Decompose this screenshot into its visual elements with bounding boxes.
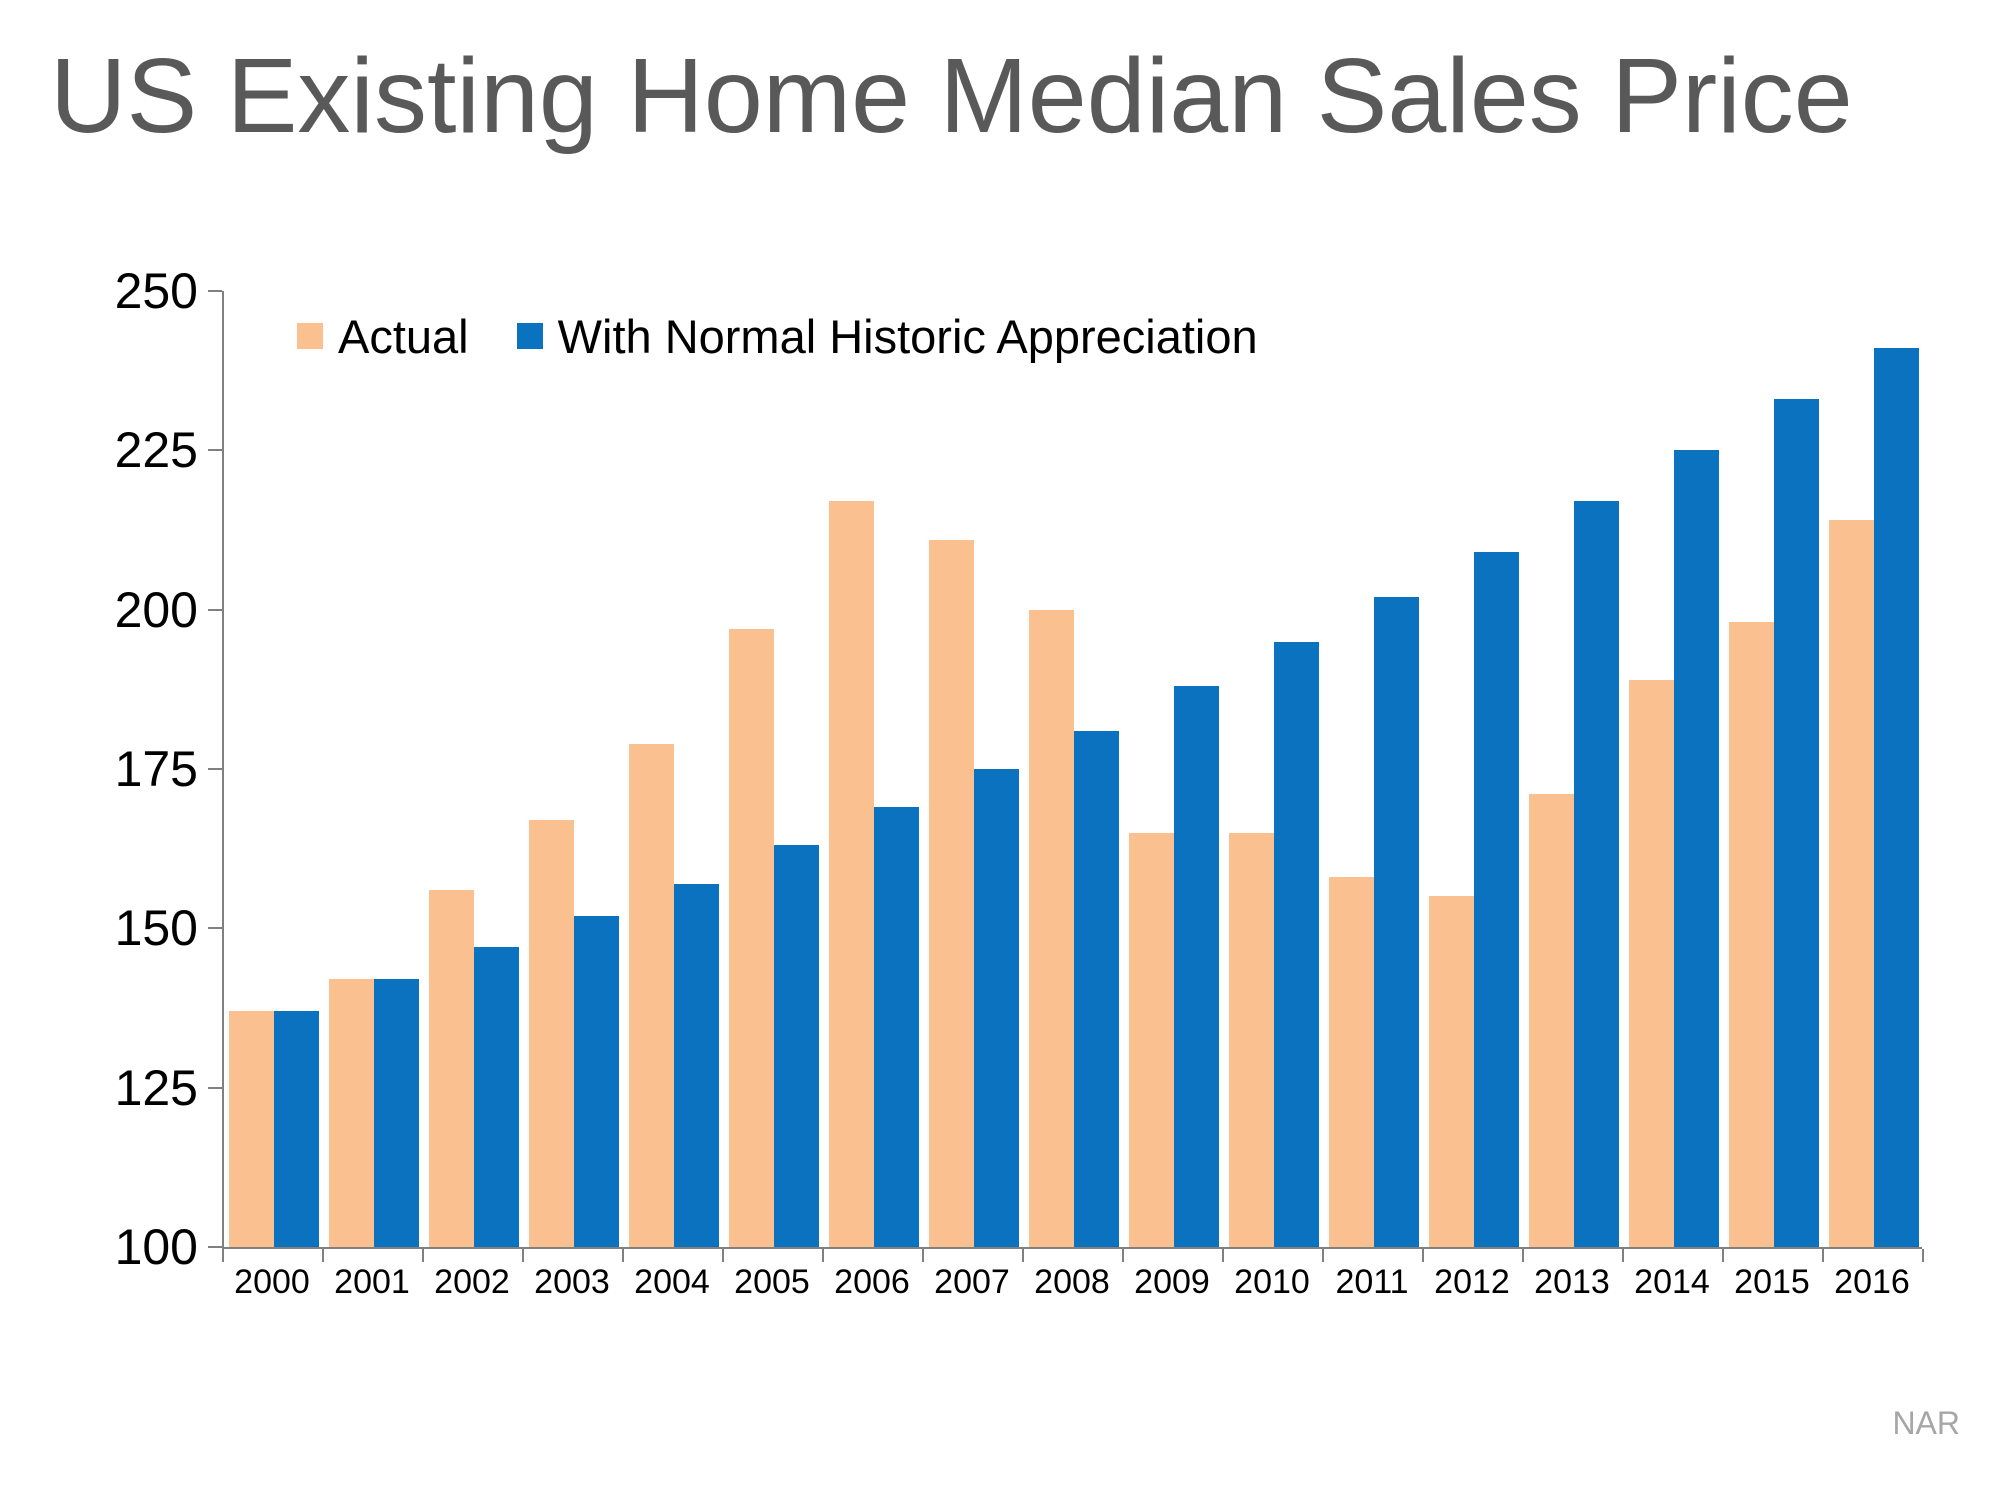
y-axis-tick-label: 175 <box>114 741 198 797</box>
bar-actual-2003 <box>529 819 574 1247</box>
legend-entry-appreciation: With Normal Historic Appreciation <box>516 309 1258 364</box>
y-axis-tick-label: 100 <box>114 1219 198 1275</box>
source-label: NAR <box>1892 1405 1960 1441</box>
y-axis-tick <box>208 449 222 452</box>
y-axis-tick-label: 200 <box>114 581 198 638</box>
bar-actual-2014 <box>1629 679 1674 1247</box>
bar-actual-2006 <box>829 501 874 1247</box>
y-axis-tick-label: 150 <box>114 900 198 957</box>
bar-appreciation-2003 <box>574 915 619 1247</box>
x-axis-year-label: 2002 <box>434 1263 510 1301</box>
x-axis-line <box>222 1247 1922 1249</box>
bar-appreciation-2005 <box>774 845 819 1247</box>
y-axis-line <box>222 291 224 1249</box>
chart-title: US Existing Home Median Sales Price <box>50 37 1853 155</box>
x-axis-year-label: 2000 <box>234 1263 310 1301</box>
bar-appreciation-2009 <box>1174 686 1219 1247</box>
y-axis-tick <box>208 1086 222 1089</box>
x-axis-tick <box>322 1249 324 1262</box>
y-axis-tick <box>208 768 222 770</box>
x-axis-tick <box>1922 1249 1924 1262</box>
chart-legend: Actual With Normal Historic Appreciation <box>297 306 1258 366</box>
x-axis-tick <box>1622 1249 1624 1262</box>
legend-label: Actual <box>338 309 469 363</box>
bar-actual-2005 <box>729 628 774 1247</box>
x-axis-year-label: 2010 <box>1234 1263 1310 1301</box>
x-axis-tick <box>422 1249 424 1262</box>
x-axis-year-label: 2003 <box>534 1263 610 1301</box>
x-axis-tick <box>222 1249 224 1262</box>
x-axis-year-label: 2013 <box>1534 1263 1610 1301</box>
bar-actual-2002 <box>429 890 474 1247</box>
x-axis-year-label: 2004 <box>634 1263 710 1301</box>
y-axis-tick <box>208 927 222 930</box>
x-axis-tick <box>1422 1249 1424 1262</box>
y-axis-tick-label: 250 <box>114 263 198 319</box>
x-axis-tick <box>722 1249 724 1262</box>
bar-actual-2001 <box>329 979 374 1247</box>
x-axis-year-label: 2016 <box>1834 1263 1910 1301</box>
x-axis-tick <box>1222 1249 1224 1262</box>
x-axis-tick <box>522 1249 524 1262</box>
x-axis-year-label: 2001 <box>334 1263 410 1301</box>
x-axis-year-label: 2014 <box>1634 1263 1710 1301</box>
bar-appreciation-2004 <box>674 883 719 1247</box>
y-axis-tick-label: 225 <box>114 422 198 479</box>
x-axis-year-label: 2008 <box>1034 1263 1110 1301</box>
x-axis-year-label: 2012 <box>1434 1263 1510 1301</box>
bar-appreciation-2012 <box>1474 552 1519 1247</box>
legend-swatch <box>516 323 543 349</box>
x-axis-tick <box>1122 1249 1124 1262</box>
x-axis-tick <box>1722 1249 1724 1262</box>
bar-actual-2008 <box>1029 609 1074 1247</box>
bar-appreciation-2006 <box>874 807 919 1247</box>
x-axis-tick <box>822 1249 824 1262</box>
y-axis-tick <box>208 608 222 611</box>
bar-appreciation-2010 <box>1274 641 1319 1247</box>
bar-actual-2010 <box>1229 832 1274 1247</box>
bar-actual-2000 <box>229 1011 274 1247</box>
bar-appreciation-2007 <box>974 769 1019 1247</box>
legend-swatch <box>297 323 323 349</box>
y-axis-tick <box>208 290 222 292</box>
bar-appreciation-2002 <box>474 947 519 1247</box>
bar-appreciation-2013 <box>1574 501 1619 1247</box>
x-axis-year-label: 2015 <box>1734 1263 1810 1301</box>
x-axis-tick <box>922 1249 924 1262</box>
bar-appreciation-2008 <box>1074 730 1119 1247</box>
legend-entry-actual: Actual <box>297 309 469 364</box>
bar-actual-2009 <box>1129 832 1174 1247</box>
bar-actual-2013 <box>1529 794 1574 1247</box>
x-axis-tick <box>1022 1249 1024 1262</box>
x-axis-year-label: 2005 <box>734 1263 810 1301</box>
bar-actual-2007 <box>929 539 974 1247</box>
bar-actual-2016 <box>1829 520 1874 1247</box>
x-axis-year-label: 2006 <box>834 1263 910 1301</box>
bar-appreciation-2014 <box>1674 450 1719 1247</box>
bar-appreciation-2016 <box>1874 348 1919 1247</box>
x-axis-tick <box>1522 1249 1524 1262</box>
bar-actual-2004 <box>629 743 674 1247</box>
y-axis-tick-label: 125 <box>114 1059 198 1116</box>
legend-label: With Normal Historic Appreciation <box>557 309 1258 363</box>
y-axis-tick <box>208 1246 222 1248</box>
x-axis-tick <box>622 1249 624 1262</box>
x-axis-tick <box>1322 1249 1324 1262</box>
x-axis-tick <box>1822 1249 1824 1262</box>
bar-actual-2015 <box>1729 622 1774 1247</box>
bar-actual-2012 <box>1429 896 1474 1247</box>
bar-appreciation-2015 <box>1774 399 1819 1247</box>
x-axis-year-label: 2011 <box>1335 1263 1409 1301</box>
bar-appreciation-2011 <box>1374 596 1419 1247</box>
x-axis-year-label: 2007 <box>934 1263 1010 1301</box>
bar-appreciation-2000 <box>274 1011 319 1247</box>
x-axis-year-label: 2009 <box>1134 1263 1210 1301</box>
bar-actual-2011 <box>1329 877 1374 1247</box>
bar-appreciation-2001 <box>374 979 419 1247</box>
